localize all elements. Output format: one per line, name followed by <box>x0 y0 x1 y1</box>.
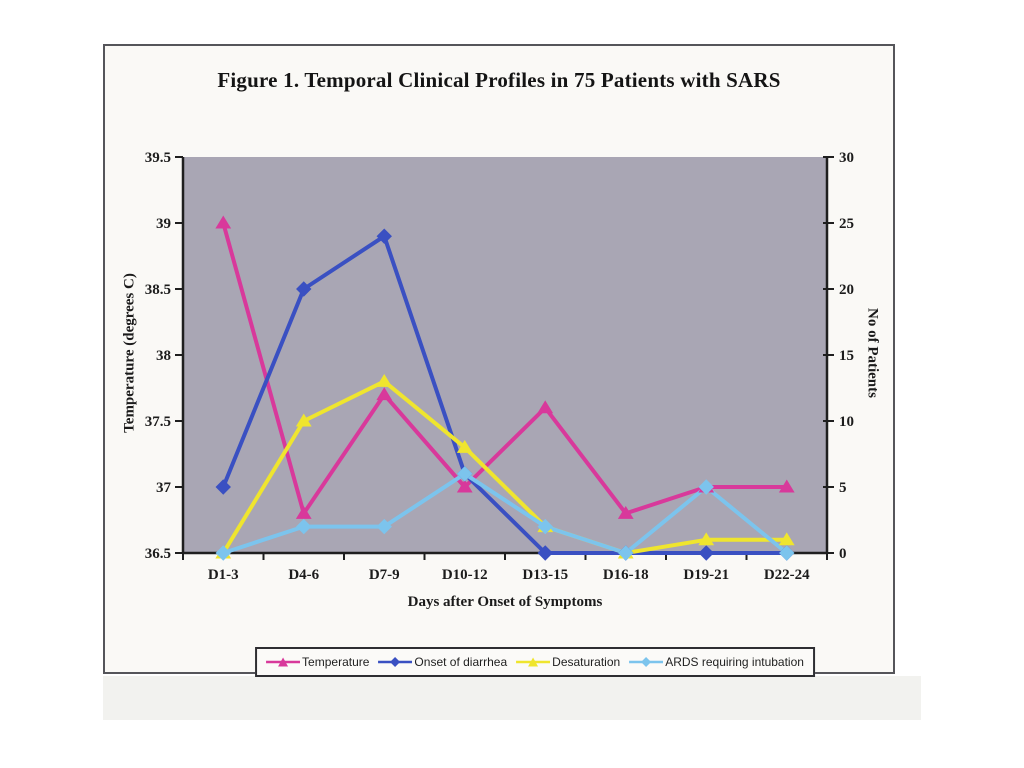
figure-title: Figure 1. Temporal Clinical Profiles in … <box>217 68 781 92</box>
series-marker-ards-requiring-intubation <box>376 518 392 535</box>
right-axis-title: No of Patients <box>864 308 881 398</box>
legend-item-temperature: Temperature <box>266 655 369 669</box>
left-axis-tick-label: 38 <box>156 348 171 364</box>
x-category-label: D1-3 <box>208 567 239 583</box>
series-marker-ards-requiring-intubation <box>457 466 473 482</box>
left-axis-tick-label: 37.5 <box>145 414 171 430</box>
x-category-label: D7-9 <box>369 567 400 583</box>
legend-swatch-triangle-icon <box>266 657 301 667</box>
right-axis-tick-label: 30 <box>839 150 854 166</box>
legend-item-desaturation: Desaturation <box>516 655 620 669</box>
series-marker-desaturation <box>456 439 473 453</box>
series-line-temperature <box>221 221 789 516</box>
x-category-label: D13-15 <box>522 567 568 583</box>
x-axis-title: Days after Onset of Symptoms <box>407 594 603 610</box>
series-marker-temperature <box>617 505 634 519</box>
legend-label: Onset of diarrhea <box>414 655 508 669</box>
series-marker-temperature <box>778 479 795 493</box>
figure-container: Figure 1. Temporal Clinical Profiles in … <box>103 44 895 677</box>
right-axis-tick-label: 0 <box>839 546 847 562</box>
series-marker-desaturation <box>295 413 312 427</box>
x-category-label: D19-21 <box>683 567 729 583</box>
right-axis-tick-label: 5 <box>839 480 847 496</box>
series-marker-ards-requiring-intubation <box>618 545 634 561</box>
left-axis-tick-label: 38.5 <box>145 282 171 298</box>
series-marker-desaturation <box>778 532 795 546</box>
series-marker-ards-requiring-intubation <box>296 518 312 535</box>
series-marker-ards-requiring-intubation <box>698 479 714 495</box>
series-marker-desaturation <box>376 373 393 387</box>
right-axis-tick-label: 20 <box>839 282 854 298</box>
scan-artifact-band <box>103 676 921 720</box>
x-category-label: D4-6 <box>288 567 319 583</box>
plot-area <box>183 157 827 553</box>
series-line-desaturation <box>221 379 789 555</box>
series-marker-temperature <box>456 479 473 493</box>
legend-label: Temperature <box>302 655 370 669</box>
series-marker-onset-of-diarrhea <box>376 228 392 244</box>
right-axis-tick-label: 25 <box>839 216 854 232</box>
series-marker-onset-of-diarrhea <box>296 281 312 297</box>
series-line-ards-requiring-intubation <box>221 471 789 555</box>
left-axis-title: Temperature (degrees C) <box>121 273 138 433</box>
series-marker-onset-of-diarrhea <box>537 545 553 561</box>
series-marker-desaturation <box>698 532 715 546</box>
series-marker-ards-requiring-intubation <box>779 545 795 561</box>
right-axis-tick-label: 10 <box>839 414 854 430</box>
series-line-onset-of-diarrhea <box>221 234 789 555</box>
series-marker-ards-requiring-intubation <box>215 545 231 561</box>
legend-swatch-diamond-icon <box>378 657 413 667</box>
right-axis-tick-label: 15 <box>839 348 854 364</box>
series-marker-onset-of-diarrhea <box>215 479 231 495</box>
chart-legend: Temperature Onset of diarrhea Desaturation… <box>255 647 815 677</box>
legend-label: Desaturation <box>552 655 621 669</box>
chart-canvas: 39.5 30 39 25 38.5 20 38 15 37.5 10 37 5 36.5 0 D1-3 D4… <box>145 150 854 583</box>
x-category-label: D16-18 <box>603 567 649 583</box>
left-axis-tick-label: 36.5 <box>145 546 171 562</box>
legend-swatch-triangle-icon <box>516 657 551 667</box>
legend-label: ARDS requiring intubation <box>665 655 804 669</box>
left-axis-tick-label: 39 <box>156 216 171 232</box>
series-marker-ards-requiring-intubation <box>537 518 553 535</box>
legend-item-ards-requiring-intubation: ARDS requiring intubation <box>629 655 804 669</box>
left-axis-tick-label: 37 <box>156 480 172 496</box>
series-marker-temperature <box>295 505 312 519</box>
legend-swatch-diamond-icon <box>629 657 664 667</box>
legend-item-onset-of-diarrhea: Onset of diarrhea <box>378 655 507 669</box>
series-marker-temperature <box>376 387 393 401</box>
series-marker-temperature <box>537 400 554 414</box>
series-marker-onset-of-diarrhea <box>698 545 714 561</box>
x-category-label: D10-12 <box>442 567 488 583</box>
left-axis-tick-label: 39.5 <box>145 150 171 166</box>
x-category-label: D22-24 <box>764 567 810 583</box>
series-marker-temperature <box>215 215 232 229</box>
